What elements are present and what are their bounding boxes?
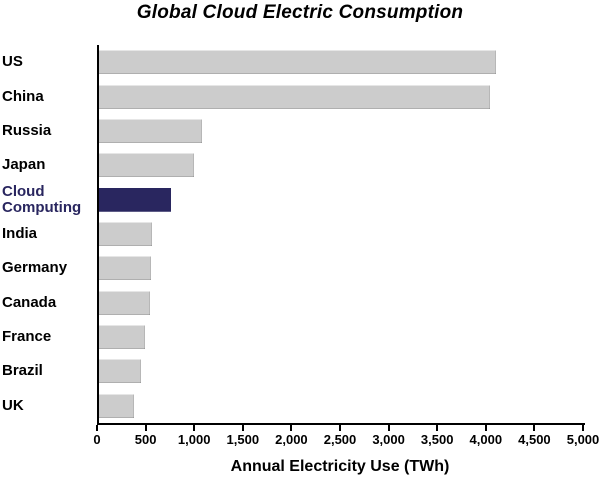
bar xyxy=(99,393,134,418)
x-tick-label: 1,500 xyxy=(226,432,260,447)
bar-row xyxy=(99,114,585,148)
x-tick-label: 2,500 xyxy=(323,432,357,447)
x-tick-mark xyxy=(290,425,293,431)
category-label: Brazil xyxy=(2,362,43,380)
x-tick-mark xyxy=(582,425,584,431)
category-label: Russia xyxy=(2,121,52,139)
bar xyxy=(99,290,151,315)
category-label: US xyxy=(2,53,23,71)
bars-container xyxy=(99,45,585,423)
x-tick-mark xyxy=(436,425,439,431)
x-tick-label: 0 xyxy=(93,432,101,447)
bar-row xyxy=(99,45,585,79)
category-label: China xyxy=(2,87,44,105)
bar-row xyxy=(99,182,585,216)
x-tick-mark xyxy=(241,425,244,431)
x-axis-title: Annual Electricity Use (TWh) xyxy=(230,458,450,475)
x-tick-mark xyxy=(387,425,390,431)
bar xyxy=(99,221,152,246)
category-label: Germany xyxy=(2,259,68,277)
bar-row xyxy=(99,217,585,251)
x-tick-mark xyxy=(144,425,147,431)
x-tick-mark xyxy=(484,425,487,431)
bar xyxy=(99,84,490,109)
x-tick-label: 3,500 xyxy=(420,432,454,447)
category-label: India xyxy=(2,224,38,242)
bar xyxy=(99,359,141,384)
x-tick-label: 3,000 xyxy=(372,432,405,447)
bar-row xyxy=(99,251,585,285)
bar-row xyxy=(99,79,585,113)
x-tick-label: 4,000 xyxy=(469,432,503,447)
bar xyxy=(99,256,151,281)
x-tick-label: 4,500 xyxy=(518,432,551,447)
bar xyxy=(99,118,203,143)
category-axis: US China Russia Japan Cloud Computing India Ge… xyxy=(0,45,93,423)
x-axis: 0 500 1,000 1,500 2,000 2,500 3,000 3,500 4,000 4… xyxy=(93,423,599,447)
x-tick-label: 5,000 xyxy=(566,432,600,447)
category-label: Japan xyxy=(2,156,46,174)
x-tick-label: 500 xyxy=(134,432,157,447)
bar xyxy=(99,50,496,75)
category-label: France xyxy=(2,328,52,346)
x-tick-mark xyxy=(533,425,536,431)
category-label: UK xyxy=(2,396,24,414)
bar-row xyxy=(99,148,585,182)
x-tick-mark xyxy=(339,425,341,431)
bar-row xyxy=(99,286,585,320)
x-tick-label: 2,000 xyxy=(275,432,308,447)
x-tick-mark xyxy=(96,425,98,431)
bar-row xyxy=(99,354,585,388)
bar xyxy=(99,153,195,178)
category-label: Canada xyxy=(2,293,57,311)
chart-title: Global Cloud Electric Consumption xyxy=(136,2,464,23)
x-tick-label: 1,000 xyxy=(177,432,211,447)
bar-row xyxy=(99,389,585,423)
category-label: Cloud Computing xyxy=(2,182,82,216)
bar-row xyxy=(99,320,585,354)
plot-area xyxy=(97,45,585,425)
x-tick-mark xyxy=(193,425,196,431)
bar-cloud-computing xyxy=(99,187,171,212)
bar xyxy=(99,325,145,350)
